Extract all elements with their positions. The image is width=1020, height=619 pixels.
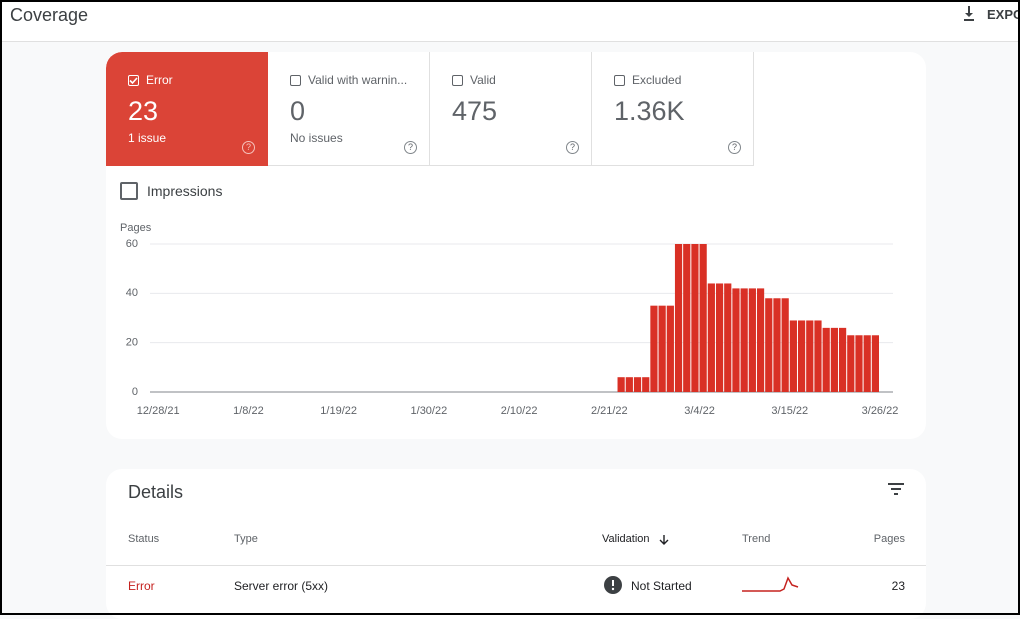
- bar: [642, 377, 650, 392]
- bar: [781, 298, 789, 392]
- x-tick-label: 3/15/22: [771, 405, 808, 417]
- bar: [683, 244, 691, 392]
- impressions-checkbox[interactable]: [120, 182, 138, 200]
- bar: [789, 320, 797, 392]
- bar: [863, 335, 871, 392]
- tab-subtitle: No issues: [290, 131, 343, 145]
- metric-tab[interactable]: Valid with warnin... 0 No issues?: [268, 52, 430, 166]
- y-tick-label: 0: [132, 386, 138, 398]
- bar: [707, 283, 715, 392]
- bar: [674, 244, 683, 392]
- bar: [797, 320, 806, 392]
- warning-icon: [604, 576, 622, 594]
- column-header[interactable]: Type: [234, 533, 258, 545]
- column-header[interactable]: Status: [128, 533, 160, 545]
- bar: [617, 377, 625, 392]
- type-cell[interactable]: Server error (5xx): [234, 579, 329, 593]
- x-tick-label: 1/30/22: [411, 405, 448, 417]
- coverage-card: Error 23 1 issue? Valid with warnin... 0 No i…: [106, 52, 926, 439]
- details-title: Details: [128, 482, 184, 502]
- bar: [838, 327, 847, 392]
- export-button[interactable]: EXPO: [987, 7, 1020, 22]
- help-icon[interactable]: ?: [728, 141, 741, 154]
- bar: [650, 305, 658, 392]
- x-tick-label: 1/8/22: [233, 405, 264, 417]
- bar: [748, 288, 756, 392]
- x-tick-label: 3/4/22: [684, 405, 715, 417]
- y-axis-title: Pages: [120, 222, 152, 234]
- bar: [814, 320, 822, 392]
- bar: [871, 335, 879, 392]
- x-tick-label: 2/21/22: [591, 405, 628, 417]
- status-cell[interactable]: Error: [128, 579, 155, 593]
- column-header[interactable]: Validation: [602, 533, 650, 545]
- column-header[interactable]: Trend: [742, 533, 771, 545]
- tab-value: 0: [290, 96, 306, 126]
- download-icon[interactable]: [960, 4, 978, 22]
- sort-arrow: [659, 535, 669, 545]
- help-icon[interactable]: ?: [242, 141, 255, 154]
- validation-cell[interactable]: Not Started: [631, 579, 692, 593]
- tab-checkbox[interactable]: [614, 75, 625, 86]
- tab-label: Valid: [470, 73, 496, 87]
- help-icon[interactable]: ?: [566, 141, 579, 154]
- chart: Pages 0 20 40 60 12/28/21 1/8/22 1/19/22 1/30/2…: [120, 222, 899, 417]
- bar: [732, 288, 740, 392]
- bar: [756, 288, 765, 392]
- tab-value: 1.36K: [614, 96, 685, 126]
- y-tick-label: 20: [126, 337, 138, 349]
- tab-label: Excluded: [632, 73, 682, 87]
- row-divider: [106, 565, 926, 566]
- metric-tab[interactable]: Error 23 1 issue?: [106, 52, 268, 166]
- trend-sparkline: [742, 576, 799, 592]
- y-tick-label: 60: [126, 238, 138, 250]
- bar: [691, 244, 699, 392]
- x-tick-label: 12/28/21: [137, 405, 180, 417]
- header: Coverage EXPO: [0, 0, 1020, 42]
- y-tick-label: 40: [126, 287, 138, 299]
- check: [129, 77, 138, 85]
- metric-tab[interactable]: Excluded 1.36K?: [592, 52, 754, 166]
- column-header[interactable]: Pages: [873, 533, 905, 545]
- tab-subtitle: 1 issue: [128, 131, 167, 145]
- bar: [666, 305, 674, 392]
- page-title: Coverage: [10, 5, 89, 25]
- bar: [633, 377, 642, 392]
- tab-checkbox[interactable]: [290, 75, 301, 86]
- bar: [806, 320, 814, 392]
- bar: [724, 283, 732, 392]
- bar: [715, 283, 724, 392]
- x-tick-label: 1/19/22: [320, 405, 357, 417]
- tab-value: 23: [128, 96, 159, 126]
- bar: [847, 335, 855, 392]
- x-tick-label: 2/10/22: [501, 405, 538, 417]
- bar: [699, 244, 707, 392]
- tab-checkbox[interactable]: [128, 75, 139, 86]
- bar: [625, 377, 633, 392]
- help-icon[interactable]: ?: [404, 141, 417, 154]
- bar: [658, 305, 666, 392]
- pages-cell[interactable]: 23: [891, 579, 905, 593]
- tab-checkbox[interactable]: [452, 75, 463, 86]
- filter-icon[interactable]: [886, 479, 906, 499]
- bar: [822, 327, 830, 392]
- bar: [740, 288, 748, 392]
- tab-label: Error: [146, 73, 173, 87]
- tab-value: 475: [452, 96, 498, 126]
- bar: [765, 298, 773, 392]
- bar: [830, 327, 838, 392]
- impressions-label[interactable]: Impressions: [147, 183, 223, 199]
- bar: [855, 335, 863, 392]
- bar: [773, 298, 781, 392]
- details-card: Details Status Type Validation Trend Pag…: [106, 469, 926, 619]
- x-tick-label: 3/26/22: [862, 405, 899, 417]
- metric-tab[interactable]: Valid 475?: [430, 52, 592, 166]
- tab-label: Valid with warnin...: [308, 73, 408, 87]
